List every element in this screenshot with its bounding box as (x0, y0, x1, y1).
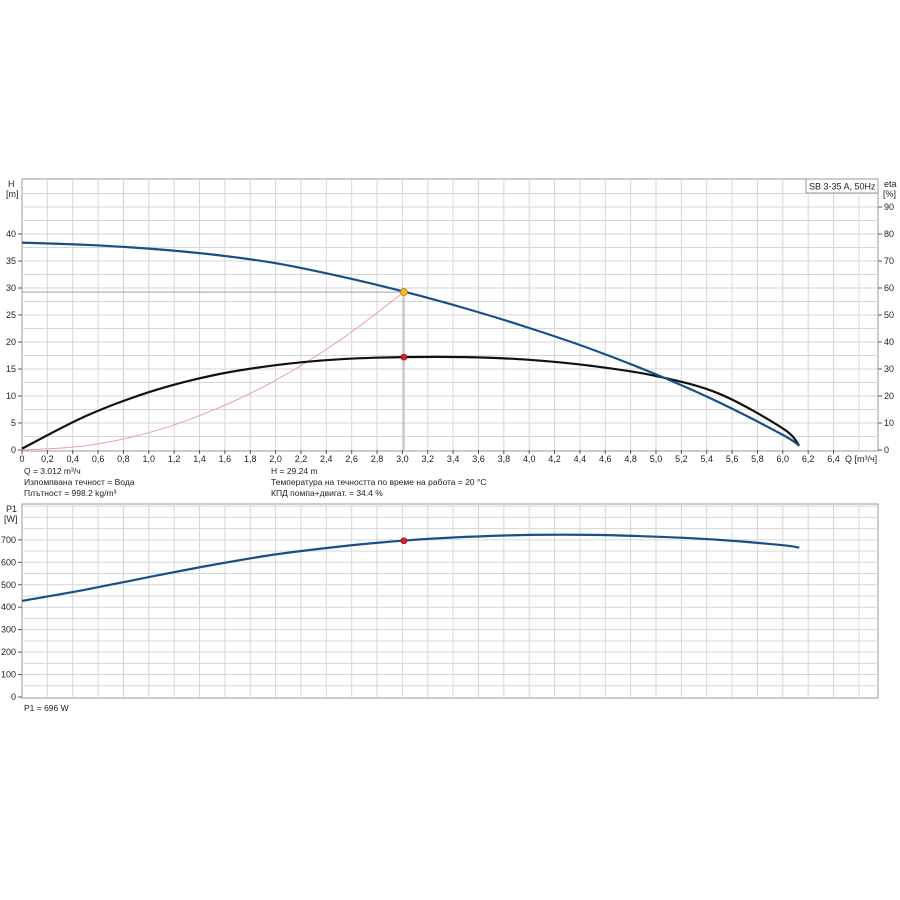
x-tick-label: 4,0 (523, 454, 536, 464)
x-tick-label: 2,0 (269, 454, 282, 464)
top-gridlines (22, 179, 878, 450)
p1-tick-label: 400 (1, 602, 16, 612)
top-y2-axis-ticks: 0 10 20 30 40 50 60 70 80 90 (878, 202, 894, 455)
info-temperature: Температура на течността по време на раб… (271, 477, 487, 487)
x-tick-label: 4,8 (624, 454, 637, 464)
x-tick-label: 1,2 (168, 454, 181, 464)
info-p1: P1 = 696 W (24, 703, 69, 713)
x-tick-label: 1,6 (219, 454, 232, 464)
y-tick-label: 40 (6, 229, 16, 239)
bottom-series-group (21, 533, 800, 602)
x-tick-label: 1,0 (143, 454, 156, 464)
efficiency-curve (21, 355, 801, 450)
x-tick-label: 0 (19, 454, 24, 464)
info-density: Плътност = 998.2 kg/m³ (24, 488, 117, 498)
y-tick-label: 15 (6, 364, 16, 374)
x-tick-label: 3,8 (498, 454, 511, 464)
x-tick-label: 5,0 (650, 454, 663, 464)
y-axis-label-line1: H (8, 179, 15, 189)
y-tick-label: 35 (6, 256, 16, 266)
x-tick-label: 2,4 (320, 454, 333, 464)
top-series-group (21, 241, 801, 451)
power-curve (21, 533, 800, 602)
info-fluid: Изпомпвана течност = Вода (24, 477, 135, 487)
x-tick-label: 5,2 (675, 454, 688, 464)
p1-axis-label-line1: P1 (6, 504, 17, 514)
p1-tick-label: 200 (1, 647, 16, 657)
y-tick-label: 0 (11, 445, 16, 455)
chart-title: SB 3-35 A, 50Hz (809, 182, 876, 192)
x-tick-label: 3,2 (422, 454, 435, 464)
y2-tick-label: 10 (884, 418, 894, 428)
y2-tick-label: 70 (884, 256, 894, 266)
info-head: H = 29.24 m (271, 466, 318, 476)
top-x-axis-ticks: 0 0,2 0,4 0,6 0,8 1,0 1,2 1,4 1,6 1,8 2,0 2,2 2,4 2,6… (19, 450, 840, 464)
x-tick-label: 4,4 (574, 454, 587, 464)
x-tick-label: 5,6 (726, 454, 739, 464)
operating-point-head (399, 288, 408, 297)
y2-tick-label: 20 (884, 391, 894, 401)
x-tick-label: 3,4 (447, 454, 460, 464)
x-tick-label: 0,6 (92, 454, 105, 464)
bottom-gridlines (22, 504, 878, 697)
x-tick-label: 3,0 (396, 454, 409, 464)
y2-tick-label: 80 (884, 229, 894, 239)
operating-point-efficiency (400, 353, 408, 361)
y2-axis-label-line2: [%] (883, 189, 896, 199)
system-curve (21, 291, 405, 451)
bottom-y-axis-ticks: 0 100 200 300 400 500 600 700 (1, 535, 22, 702)
x-axis-unit-label: Q [m³/ч] (845, 454, 877, 464)
y2-axis-label-line1: eta (884, 179, 897, 189)
x-tick-label: 0,8 (117, 454, 130, 464)
x-tick-label: 5,8 (751, 454, 764, 464)
y-axis-label-line2: [m] (6, 189, 19, 199)
p1-tick-label: 100 (1, 670, 16, 680)
p1-axis-label-line2: [W] (4, 514, 18, 524)
x-tick-label: 2,8 (371, 454, 384, 464)
x-tick-label: 0,2 (41, 454, 54, 464)
y2-tick-label: 30 (884, 364, 894, 374)
p1-tick-label: 700 (1, 535, 16, 545)
p1-tick-label: 500 (1, 580, 16, 590)
p1-tick-label: 300 (1, 625, 16, 635)
y2-tick-label: 50 (884, 310, 894, 320)
y-tick-label: 25 (6, 310, 16, 320)
head-curve (21, 241, 800, 447)
x-tick-label: 4,6 (599, 454, 612, 464)
y-tick-label: 10 (6, 391, 16, 401)
p1-tick-label: 0 (11, 692, 16, 702)
x-tick-label: 6,0 (777, 454, 790, 464)
x-tick-label: 2,2 (295, 454, 308, 464)
operating-point-power (400, 537, 408, 545)
p1-tick-label: 600 (1, 557, 16, 567)
y-tick-label: 20 (6, 337, 16, 347)
y-tick-label: 30 (6, 283, 16, 293)
x-tick-label: 6,2 (802, 454, 815, 464)
x-tick-label: 4,2 (548, 454, 561, 464)
y2-tick-label: 60 (884, 283, 894, 293)
x-tick-label: 6,4 (827, 454, 840, 464)
x-tick-label: 3,6 (472, 454, 485, 464)
x-tick-label: 0,4 (66, 454, 79, 464)
y2-tick-label: 40 (884, 337, 894, 347)
info-efficiency: КПД помпа+двигат. = 34.4 % (271, 488, 383, 498)
y2-tick-label: 0 (884, 445, 889, 455)
title-box (805, 178, 879, 194)
y2-tick-label: 90 (884, 202, 894, 212)
bottom-plot-frame (21, 503, 879, 699)
info-q: Q = 3.012 m³/ч (24, 466, 81, 476)
y-tick-label: 5 (11, 418, 16, 428)
top-y-axis-ticks: 0 5 10 15 20 25 30 35 40 (6, 229, 22, 455)
x-tick-label: 1,4 (193, 454, 206, 464)
x-tick-label: 1,8 (244, 454, 257, 464)
x-tick-label: 5,4 (700, 454, 713, 464)
x-tick-label: 2,6 (345, 454, 358, 464)
